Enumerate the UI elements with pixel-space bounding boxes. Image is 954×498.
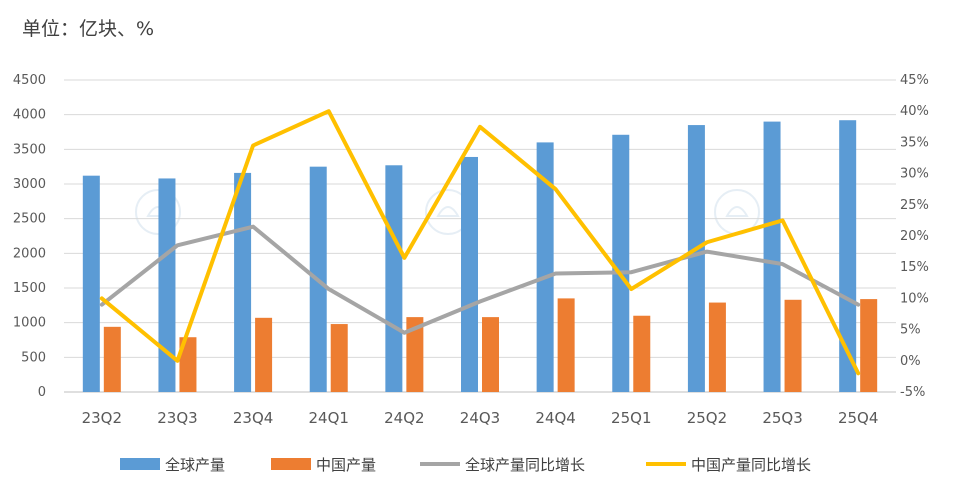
y-right-tick-label: 15% bbox=[900, 260, 929, 275]
x-tick-label: 24Q1 bbox=[309, 409, 349, 427]
y-left-tick-label: 3000 bbox=[13, 177, 46, 192]
x-tick-label: 23Q2 bbox=[82, 409, 122, 427]
x-tick-label: 25Q4 bbox=[838, 409, 878, 427]
legend-item: 中国产量同比增长 bbox=[646, 456, 811, 474]
legend-item: 全球产量同比增长 bbox=[420, 456, 585, 474]
y-right-tick-label: 45% bbox=[900, 73, 929, 88]
y-left-tick-label: 3500 bbox=[13, 142, 46, 157]
x-tick-label: 25Q3 bbox=[762, 409, 802, 427]
y-right-tick-label: 0% bbox=[900, 354, 921, 369]
y-right-tick-label: 10% bbox=[900, 291, 929, 306]
global-output-bar bbox=[385, 165, 403, 392]
y-left-tick-label: 1000 bbox=[13, 316, 46, 331]
global-output-bar bbox=[536, 142, 554, 392]
global-output-bar bbox=[461, 156, 478, 392]
x-tick-label: 23Q3 bbox=[157, 409, 197, 427]
global-output-bar bbox=[763, 121, 781, 392]
china-output-bar bbox=[784, 299, 802, 392]
legend-swatch bbox=[271, 458, 311, 470]
y-right-tick-label: 30% bbox=[900, 167, 929, 182]
y-right-tick-label: -5% bbox=[900, 385, 925, 400]
y-left-tick-label: 500 bbox=[21, 350, 46, 365]
unit-label: 单位：亿块、% bbox=[22, 18, 155, 40]
x-tick-label: 24Q4 bbox=[535, 409, 575, 427]
global-growth-line bbox=[99, 224, 861, 335]
x-tick-label: 23Q4 bbox=[233, 409, 273, 427]
legend-item: 全球产量 bbox=[120, 456, 225, 474]
china-output-bar bbox=[406, 317, 424, 392]
china-output-bar bbox=[179, 337, 197, 392]
y-right-tick-label: 5% bbox=[900, 323, 921, 338]
y-left-tick-label: 0 bbox=[38, 385, 46, 400]
china-output-bar bbox=[708, 302, 726, 392]
legend: 全球产量 中国产量 全球产量同比增长 中国产量同比增长 bbox=[120, 456, 811, 474]
y-left-tick-label: 2500 bbox=[13, 212, 46, 227]
global-output-bar bbox=[158, 178, 176, 392]
x-tick-label: 25Q1 bbox=[611, 409, 651, 427]
x-tick-label: 25Q2 bbox=[687, 409, 727, 427]
right-axis: -5% 0% 5% 10% 15% 20% 25% 30% 35% 40% 45% bbox=[900, 73, 929, 400]
y-right-tick-label: 20% bbox=[900, 229, 929, 244]
y-left-tick-label: 4000 bbox=[13, 108, 46, 123]
legend-item: 中国产量 bbox=[271, 456, 376, 474]
y-left-tick-label: 4500 bbox=[13, 73, 46, 88]
legend-label: 中国产量 bbox=[316, 456, 376, 474]
gridlines bbox=[64, 79, 896, 393]
legend-swatch bbox=[120, 458, 160, 470]
x-tick-label: 24Q2 bbox=[384, 409, 424, 427]
y-right-tick-label: 40% bbox=[900, 104, 929, 119]
china-output-bar bbox=[103, 326, 121, 392]
legend-label: 全球产量 bbox=[165, 456, 225, 474]
china-output-bar bbox=[557, 298, 575, 392]
legend-label: 中国产量同比增长 bbox=[691, 456, 811, 474]
bars bbox=[82, 120, 878, 393]
global-output-bar bbox=[82, 175, 100, 392]
lines bbox=[99, 109, 861, 376]
y-left-tick-label: 2000 bbox=[13, 246, 46, 261]
china-output-bar bbox=[633, 315, 651, 392]
legend-label: 全球产量同比增长 bbox=[465, 456, 585, 474]
y-left-tick-label: 1500 bbox=[13, 281, 46, 296]
x-axis: 23Q2 23Q3 23Q4 24Q1 24Q2 24Q3 24Q4 25Q1 25Q2 25Q3… bbox=[82, 409, 879, 427]
china-output-bar bbox=[255, 317, 273, 392]
global-output-bar bbox=[234, 172, 252, 392]
global-output-bar bbox=[687, 125, 705, 393]
y-right-tick-label: 25% bbox=[900, 198, 929, 213]
global-output-bar bbox=[839, 120, 857, 393]
china-output-bar bbox=[482, 317, 499, 392]
left-axis: 0 500 1000 1500 2000 2500 3000 3500 4000 4500 bbox=[13, 73, 46, 400]
global-output-bar bbox=[612, 134, 630, 393]
china-output-bar bbox=[330, 324, 348, 392]
china-growth-line bbox=[99, 109, 861, 376]
x-tick-label: 24Q3 bbox=[460, 409, 500, 427]
y-right-tick-label: 35% bbox=[900, 135, 929, 150]
china-output-bar bbox=[860, 299, 878, 392]
